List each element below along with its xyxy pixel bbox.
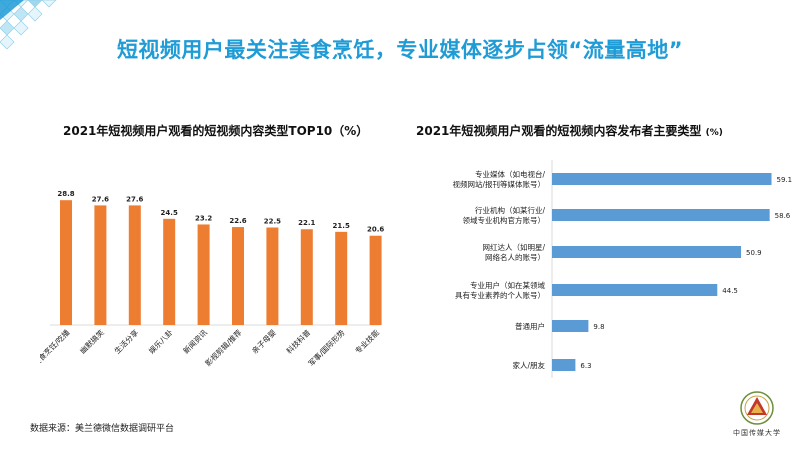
category-label: 生活分享	[112, 327, 141, 356]
bar	[552, 284, 718, 296]
bar	[552, 173, 772, 185]
bar	[335, 231, 348, 325]
data-label: 22.5	[264, 218, 281, 226]
data-label: 44.5	[722, 287, 738, 295]
category-label: 新闻资讯	[181, 327, 210, 356]
data-label: 27.6	[126, 195, 143, 203]
category-label: 幽默搞笑	[78, 327, 107, 356]
vertical-bar-chart: 28.8 美食烹饪/吃播 27.6 幽默搞笑 27.6 生活分享 24.5 娱乐八卦 23.2 新…	[40, 190, 384, 368]
university-logo: 中国传媒大学	[722, 388, 792, 443]
category-label: 亲子母婴	[250, 327, 279, 356]
logo-text: 中国传媒大学	[733, 429, 781, 437]
data-label: 9.8	[593, 323, 604, 331]
right-chart-title-unit: (%)	[705, 128, 723, 138]
bar	[266, 227, 279, 325]
category-label: 专业技能	[353, 327, 382, 356]
category-label: 军事/国际形势	[306, 327, 347, 368]
horizontal-bar-chart: 59.1 专业媒体（如电视台/视频网站/报刊等媒体账号） 58.6 行业机构（如某行业…	[452, 160, 793, 378]
category-label: 美食烹饪/吃播	[40, 327, 72, 368]
category-label: 专业媒体（如电视台/	[475, 169, 545, 179]
logo-emblem-icon	[740, 391, 774, 425]
data-label: 22.1	[298, 219, 315, 227]
category-label: 视频网站/报刊等媒体账号）	[452, 179, 545, 189]
category-label: 影视剪辑/推荐	[203, 327, 244, 368]
slide-title: 短视频用户最关注美食烹饪，专业媒体逐步占领“流量高地”	[116, 38, 684, 62]
bar	[163, 218, 176, 325]
data-label: 27.6	[92, 195, 109, 203]
bar	[552, 359, 576, 371]
corner-decoration-icon	[0, 0, 57, 50]
category-label: 专业用户（如在某领域	[470, 280, 545, 290]
data-source-note: 数据来源：美兰德微信数据调研平台	[30, 424, 175, 434]
category-label: 领域专业机构官方账号）	[463, 215, 546, 225]
data-label: 21.5	[333, 222, 350, 230]
right-chart-title: 2021年短视频用户观看的短视频内容发布者主要类型 (%)	[416, 122, 723, 139]
bar	[369, 235, 382, 325]
right-chart-title-text: 2021年短视频用户观看的短视频内容发布者主要类型	[416, 124, 702, 138]
category-label: 娱乐八卦	[146, 327, 175, 356]
left-chart-title: 2021年短视频用户观看的短视频内容类型TOP10（%）	[63, 122, 368, 139]
bar	[94, 205, 107, 325]
bar	[300, 229, 313, 325]
data-label: 24.5	[161, 209, 178, 217]
data-label: 58.6	[775, 212, 791, 220]
category-label: 具有专业素养的个人账号）	[455, 290, 545, 300]
data-label: 20.6	[367, 226, 384, 234]
category-label: 家人/朋友	[512, 360, 545, 370]
data-label: 6.3	[580, 362, 591, 370]
data-label: 50.9	[746, 249, 762, 257]
data-label: 59.1	[777, 176, 793, 184]
category-label: 网络名人的账号）	[485, 252, 545, 262]
bar	[552, 320, 589, 332]
bar	[232, 227, 244, 325]
data-label: 23.2	[195, 214, 212, 222]
category-label: 网红达人（如明星/	[482, 242, 545, 252]
category-label: 科技科普	[284, 327, 313, 356]
category-label: 行业机构（如某行业/	[475, 205, 545, 215]
data-label: 22.6	[229, 217, 246, 225]
data-label: 28.8	[57, 190, 74, 198]
bar	[60, 200, 72, 325]
category-label: 普通用户	[515, 321, 545, 331]
bar	[552, 209, 770, 221]
bar	[552, 246, 742, 258]
bar	[197, 224, 210, 325]
left-chart-title-text: 2021年短视频用户观看的短视频内容类型TOP10（%）	[63, 124, 369, 138]
bar	[128, 205, 141, 325]
